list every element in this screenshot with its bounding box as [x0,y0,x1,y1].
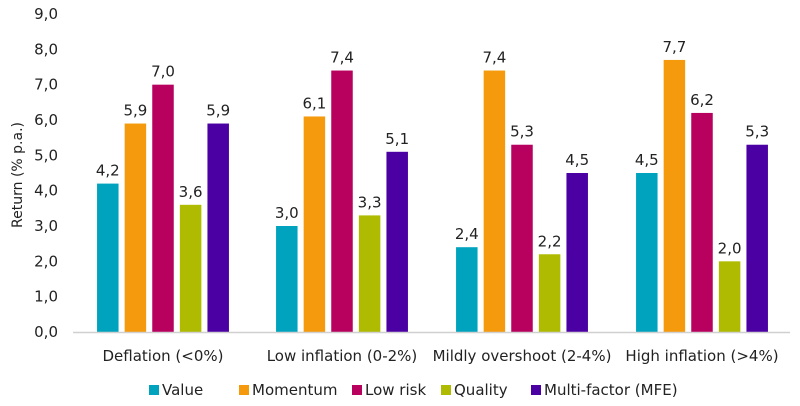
bar-quality [718,261,741,332]
bar-group: 2,4 7,4 5,3 2,2 4,5 [455,49,589,333]
bar-low-risk [331,70,353,333]
data-label: 5,3 [510,123,534,141]
data-label: 7,7 [662,38,686,56]
legend-label: Low risk [365,381,426,399]
x-axis-categories: Deflation (<0%) Low inflation (0-2%) Mildl… [103,347,779,365]
y-tick-label: 4,0 [34,182,58,200]
bar-low-risk [511,144,533,332]
legend-label: Quality [454,381,508,399]
legend-swatch [441,385,451,395]
data-label: 7,0 [151,63,175,81]
bar-value [456,247,478,332]
legend-swatch [239,385,249,395]
legend-item: Value [149,381,203,399]
legend-item: Quality [441,381,508,399]
y-tick-label: 2,0 [34,252,58,270]
y-axis: 0,0 1,0 2,0 3,0 4,0 5,0 6,0 7,0 8,0 9,0 [34,5,58,341]
data-label: 4,5 [635,151,659,169]
x-category-label: Low inflation (0-2%) [267,347,418,365]
data-label: 3,6 [179,183,203,201]
data-label: 5,9 [123,102,147,120]
bar-low-risk [691,112,713,332]
y-axis-label: Return (% p.a.) [10,122,26,228]
bar-value [636,173,658,332]
y-tick-label: 5,0 [34,146,58,164]
bar-quality [358,215,381,332]
y-tick-label: 8,0 [34,40,58,58]
y-tick-label: 9,0 [34,5,58,23]
bar-value [276,226,298,332]
legend-item: Multi-factor (MFE) [531,381,678,399]
data-label: 6,2 [690,91,714,109]
legend-label: Value [162,381,203,399]
bar-momentum [663,59,686,332]
x-category-label: Mildly overshoot (2-4%) [433,347,612,365]
legend-label: Multi-factor (MFE) [544,381,678,399]
legend-item: Momentum [239,381,337,399]
x-category-label: High inflation (>4%) [625,347,778,365]
y-tick-label: 1,0 [34,288,58,306]
bar-multi-factor-mfe [386,151,408,332]
bar-multi-factor-mfe [566,173,588,332]
data-label: 4,2 [96,162,120,180]
bar-multi-factor-mfe [746,144,768,332]
data-label: 2,2 [538,232,562,250]
data-label: 3,0 [275,204,299,222]
data-label: 6,1 [302,94,326,112]
y-tick-label: 0,0 [34,323,58,341]
data-label: 7,4 [482,49,506,67]
y-tick-label: 6,0 [34,111,58,129]
data-label: 4,5 [565,151,589,169]
y-tick-label: 7,0 [34,76,58,94]
bar-group: 4,2 5,9 7,0 3,6 5,9 [96,63,230,333]
x-category-label: Deflation (<0%) [103,347,224,365]
legend-label: Momentum [252,381,337,399]
data-label: 5,3 [745,123,769,141]
bar-value [97,183,119,332]
bar-group: 4,5 7,7 6,2 2,0 5,3 [635,38,769,332]
y-tick-label: 3,0 [34,217,58,235]
bar-momentum [124,123,147,333]
bar-momentum [483,70,506,333]
legend-swatch [149,385,159,395]
data-label: 3,3 [358,193,382,211]
bar-group: 3,0 6,1 7,4 3,3 5,1 [275,49,409,333]
legend-swatch [531,385,541,395]
bar-quality [179,204,202,332]
bar-quality [538,254,561,332]
bar-multi-factor-mfe [207,123,229,333]
bar-low-risk [152,84,174,333]
data-label: 2,0 [718,239,742,257]
data-label: 5,1 [385,130,409,148]
bars: 4,25,97,03,65,93,06,17,43,35,12,47,45,32… [96,38,769,333]
data-label: 2,4 [455,225,479,243]
legend-swatch [352,385,362,395]
legend: Value Momentum Low risk Quality Multi-factor… [149,381,678,399]
bar-momentum [303,116,326,332]
legend-item: Low risk [352,381,426,399]
data-label: 7,4 [330,49,354,67]
data-label: 5,9 [206,102,230,120]
